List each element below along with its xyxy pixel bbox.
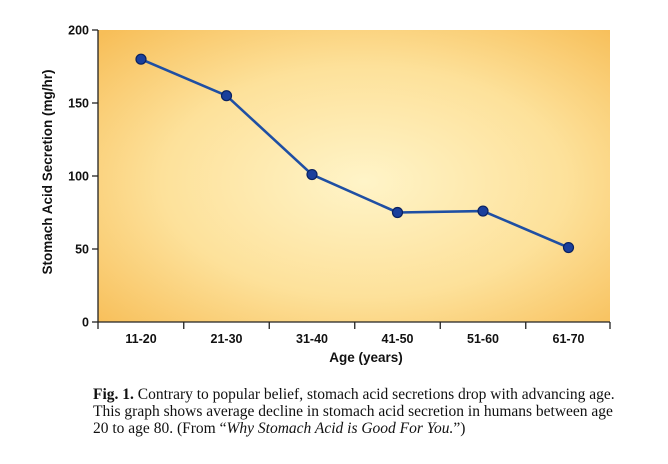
caption-text: Contrary to popular belief, stomach acid… [93, 386, 615, 437]
data-point [306, 168, 318, 181]
caption-label: Fig. 1. [93, 386, 134, 403]
y-axis-title: Stomach Acid Secretion (mg/hr) [40, 69, 55, 274]
x-tick-label: 11-20 [125, 332, 156, 346]
data-point [135, 53, 147, 65]
x-tick-label: 41-50 [382, 332, 414, 346]
figure-caption: Fig. 1. Contrary to popular belief, stom… [93, 386, 623, 437]
x-tick-label: 21-30 [211, 332, 243, 346]
caption-open-quote: “ [219, 420, 227, 437]
data-point [477, 205, 489, 217]
y-tick-label: 200 [68, 24, 89, 38]
x-tick-label: 31-40 [296, 332, 328, 346]
data-point [562, 241, 575, 254]
x-axis-title: Age (years) [329, 350, 403, 365]
data-point [391, 206, 404, 219]
line-chart: 0 50 100 150 200 11-20 21-30 31-40 41-50 51-60 61-… [40, 24, 611, 365]
caption-close: ”) [453, 420, 466, 437]
x-tick-label: 61-70 [553, 332, 585, 346]
y-tick-label: 150 [68, 97, 89, 111]
data-point [220, 90, 233, 102]
y-tick-label: 0 [82, 316, 89, 330]
y-tick-label: 50 [75, 243, 89, 257]
y-tick-label: 100 [68, 170, 89, 184]
x-tick-label: 51-60 [467, 332, 499, 346]
caption-source-title: Why Stomach Acid is Good For You. [226, 420, 454, 437]
series-line [140, 58, 570, 249]
